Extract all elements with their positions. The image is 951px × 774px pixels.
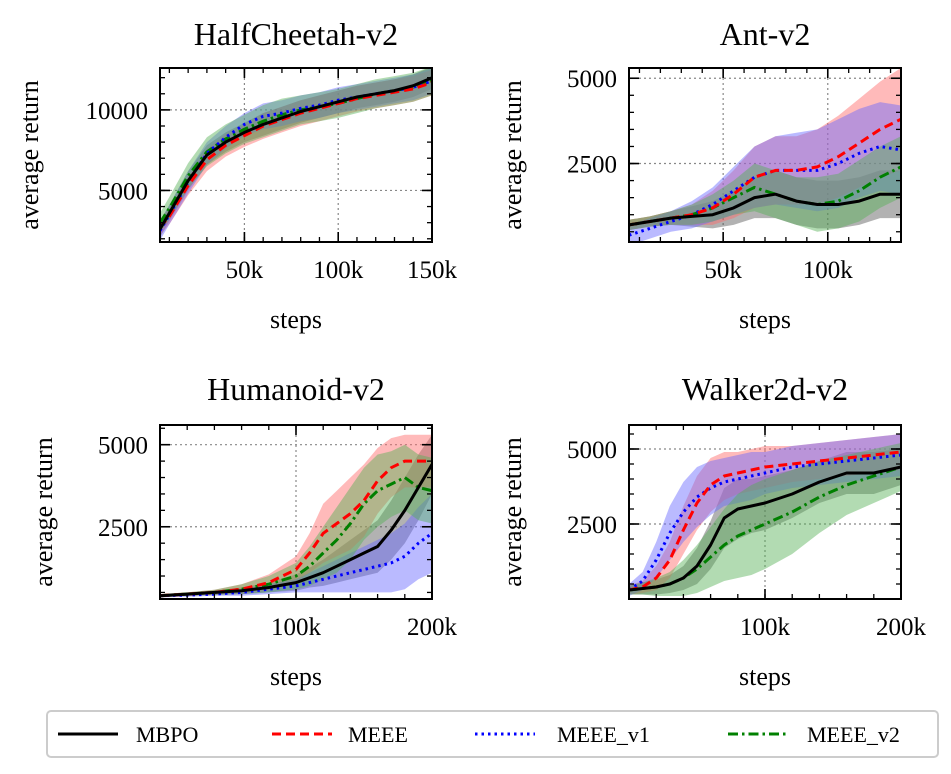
x-tick-label: 200k bbox=[876, 614, 927, 641]
band-meee-v2 bbox=[160, 444, 432, 598]
panel-walker2d: 100k 200k 2500 5000 Walker2d-v2 steps average … bbox=[498, 371, 927, 691]
legend: MBPO MEEE MEEE_v1 MEEE_v2 bbox=[46, 710, 939, 758]
band-mbpo bbox=[629, 449, 901, 595]
y-tick-label: 5000 bbox=[98, 178, 148, 205]
band-meee-v2 bbox=[629, 443, 901, 596]
y-axis-label: average return bbox=[498, 80, 527, 229]
line-mbpo bbox=[160, 76, 432, 230]
band-meee bbox=[629, 434, 901, 595]
x-tick-label: 50k bbox=[226, 257, 264, 284]
legend-meee-v2-label: MEEE_v2 bbox=[807, 722, 900, 747]
y-axis-label: average return bbox=[498, 437, 527, 586]
band-mbpo bbox=[160, 434, 432, 598]
legend-meee-label: MEEE bbox=[348, 722, 408, 747]
panel-halfcheetah: 50k 100k 150k 5000 10000 HalfCheetah-v2 steps a… bbox=[15, 16, 458, 334]
y-tick-label: 5000 bbox=[98, 433, 148, 460]
band-meee-v2 bbox=[629, 136, 901, 232]
x-tick-label: 50k bbox=[704, 257, 742, 284]
x-axis-label: steps bbox=[739, 305, 791, 334]
panel-title: HalfCheetah-v2 bbox=[194, 16, 398, 52]
band-meee-v1 bbox=[160, 493, 432, 598]
y-axis-label: average return bbox=[15, 80, 44, 229]
line-mbpo bbox=[629, 192, 901, 227]
line-meee bbox=[160, 459, 432, 598]
line-meee-v2 bbox=[629, 465, 901, 592]
band-meee-v2 bbox=[160, 68, 432, 233]
line-meee-v1 bbox=[160, 532, 432, 598]
panel-ant: 50k 100k 2500 5000 Ant-v2 steps average return bbox=[498, 16, 902, 334]
x-axis-label: steps bbox=[270, 662, 322, 691]
y-tick-label: 5000 bbox=[567, 437, 617, 464]
panels: 50k 100k 150k 5000 10000 HalfCheetah-v2 steps a… bbox=[15, 16, 927, 691]
band-meee-v1 bbox=[629, 434, 901, 596]
y-axis-label: average return bbox=[29, 437, 58, 586]
x-tick-label: 100k bbox=[803, 257, 854, 284]
y-tick-label: 2500 bbox=[567, 512, 617, 539]
band-meee-v1 bbox=[629, 102, 901, 242]
line-mbpo bbox=[629, 465, 901, 592]
plot-area bbox=[160, 68, 432, 241]
x-tick-label: 100k bbox=[740, 614, 791, 641]
y-tick-label: 2500 bbox=[98, 515, 148, 542]
y-tick-label: 5000 bbox=[567, 66, 617, 93]
x-axis-label: steps bbox=[270, 305, 322, 334]
band-meee bbox=[629, 68, 901, 231]
band-meee bbox=[160, 434, 432, 598]
legend-mbpo-label: MBPO bbox=[136, 722, 198, 747]
panel-title: Humanoid-v2 bbox=[207, 371, 385, 407]
x-tick-label: 100k bbox=[271, 614, 322, 641]
line-mbpo bbox=[160, 463, 432, 598]
legend-meee-v1-label: MEEE_v1 bbox=[557, 722, 650, 747]
x-tick-label: 150k bbox=[407, 257, 458, 284]
plot-area bbox=[160, 434, 432, 598]
x-tick-label: 200k bbox=[407, 614, 458, 641]
axes-frame bbox=[159, 67, 433, 243]
panel-humanoid: 100k 200k 2500 5000 Humanoid-v2 steps average … bbox=[29, 371, 458, 691]
plot-area bbox=[629, 68, 901, 242]
line-meee bbox=[160, 81, 432, 229]
legend-frame bbox=[46, 710, 939, 758]
plot-area bbox=[629, 434, 901, 596]
panel-title: Ant-v2 bbox=[720, 16, 811, 52]
panel-title: Walker2d-v2 bbox=[682, 371, 848, 407]
y-tick-label: 10000 bbox=[86, 98, 149, 125]
line-meee bbox=[629, 450, 901, 592]
x-axis-label: steps bbox=[739, 662, 791, 691]
x-tick-label: 100k bbox=[313, 257, 364, 284]
y-tick-label: 2500 bbox=[567, 152, 617, 179]
